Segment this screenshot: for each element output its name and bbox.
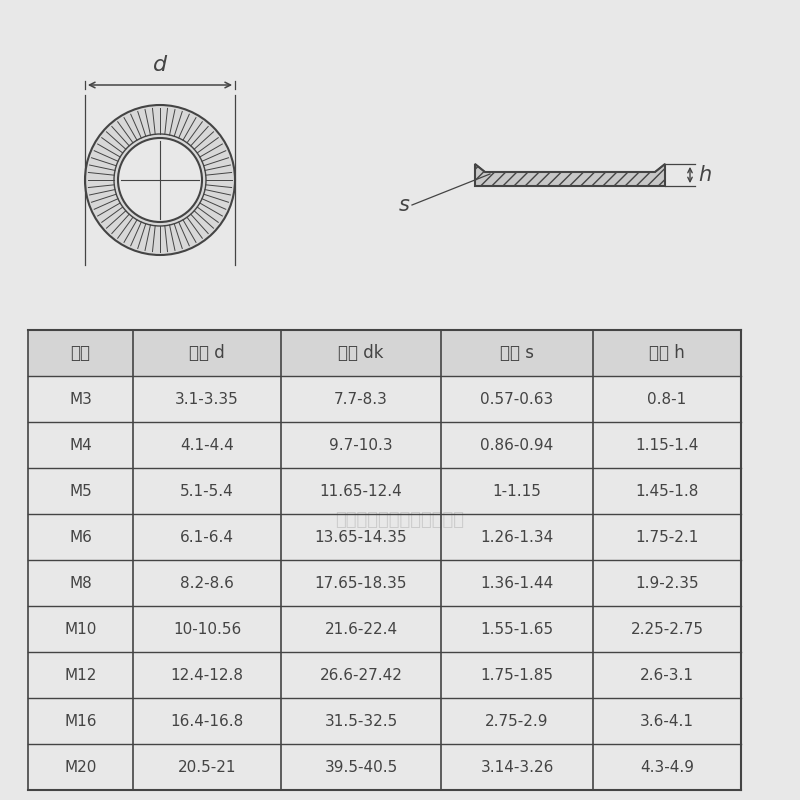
Text: 8.2-8.6: 8.2-8.6 xyxy=(180,575,234,590)
Text: M10: M10 xyxy=(64,622,97,637)
Text: 1.55-1.65: 1.55-1.65 xyxy=(481,622,554,637)
Text: 31.5-32.5: 31.5-32.5 xyxy=(324,714,398,729)
Circle shape xyxy=(118,138,202,222)
Text: 10-10.56: 10-10.56 xyxy=(173,622,241,637)
Text: 1.9-2.35: 1.9-2.35 xyxy=(635,575,699,590)
Text: 1.75-1.85: 1.75-1.85 xyxy=(481,667,554,682)
Text: 1.15-1.4: 1.15-1.4 xyxy=(635,438,698,453)
Text: M5: M5 xyxy=(69,483,92,498)
Text: 整厚 h: 整厚 h xyxy=(649,344,685,362)
Text: 2.6-3.1: 2.6-3.1 xyxy=(640,667,694,682)
Text: 21.6-22.4: 21.6-22.4 xyxy=(325,622,398,637)
Text: 法兰城精密紧固件有限公司: 法兰城精密紧固件有限公司 xyxy=(335,511,465,529)
Text: 1.45-1.8: 1.45-1.8 xyxy=(635,483,698,498)
Text: s: s xyxy=(399,195,410,215)
Text: 4.3-4.9: 4.3-4.9 xyxy=(640,759,694,774)
Text: 6.1-6.4: 6.1-6.4 xyxy=(180,530,234,545)
Text: 39.5-40.5: 39.5-40.5 xyxy=(324,759,398,774)
Text: 1.75-2.1: 1.75-2.1 xyxy=(635,530,698,545)
Text: M12: M12 xyxy=(64,667,97,682)
Text: 4.1-4.4: 4.1-4.4 xyxy=(180,438,234,453)
Text: 26.6-27.42: 26.6-27.42 xyxy=(319,667,402,682)
Text: M6: M6 xyxy=(69,530,92,545)
Text: 17.65-18.35: 17.65-18.35 xyxy=(314,575,407,590)
Text: 1.26-1.34: 1.26-1.34 xyxy=(480,530,554,545)
Text: 2.25-2.75: 2.25-2.75 xyxy=(630,622,703,637)
Text: 11.65-12.4: 11.65-12.4 xyxy=(320,483,402,498)
Text: M16: M16 xyxy=(64,714,97,729)
Text: 规格: 规格 xyxy=(70,344,90,362)
Text: 16.4-16.8: 16.4-16.8 xyxy=(170,714,244,729)
Text: 0.57-0.63: 0.57-0.63 xyxy=(480,391,554,406)
Text: 1.36-1.44: 1.36-1.44 xyxy=(480,575,554,590)
Polygon shape xyxy=(475,164,665,186)
Text: 20.5-21: 20.5-21 xyxy=(178,759,236,774)
Text: 9.7-10.3: 9.7-10.3 xyxy=(329,438,393,453)
Text: 3.6-4.1: 3.6-4.1 xyxy=(640,714,694,729)
Text: 边厚 s: 边厚 s xyxy=(500,344,534,362)
Text: M20: M20 xyxy=(64,759,97,774)
Text: 内径 d: 内径 d xyxy=(189,344,225,362)
Text: 0.86-0.94: 0.86-0.94 xyxy=(480,438,554,453)
Text: 13.65-14.35: 13.65-14.35 xyxy=(314,530,407,545)
Text: d: d xyxy=(153,55,167,75)
Bar xyxy=(28,330,741,376)
Text: M4: M4 xyxy=(69,438,92,453)
Circle shape xyxy=(85,105,235,255)
Text: M3: M3 xyxy=(69,391,92,406)
Text: 0.8-1: 0.8-1 xyxy=(647,391,686,406)
Text: h: h xyxy=(698,165,711,185)
Text: 7.7-8.3: 7.7-8.3 xyxy=(334,391,388,406)
Text: 5.1-5.4: 5.1-5.4 xyxy=(180,483,234,498)
Text: M8: M8 xyxy=(69,575,92,590)
Text: 3.1-3.35: 3.1-3.35 xyxy=(175,391,239,406)
Text: 2.75-2.9: 2.75-2.9 xyxy=(486,714,549,729)
Text: 1-1.15: 1-1.15 xyxy=(493,483,542,498)
Text: 3.14-3.26: 3.14-3.26 xyxy=(480,759,554,774)
Text: 外径 dk: 外径 dk xyxy=(338,344,384,362)
Text: 12.4-12.8: 12.4-12.8 xyxy=(170,667,243,682)
